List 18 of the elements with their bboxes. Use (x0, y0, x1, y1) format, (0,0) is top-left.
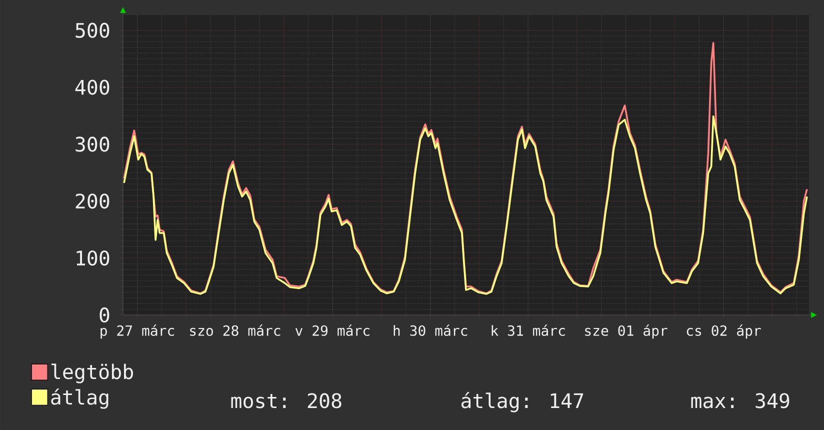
y-tick-label: 300 (76, 136, 110, 152)
x-tick-label: p 27 márc (100, 324, 174, 339)
text: max: 349 (691, 393, 790, 408)
y-tick-label: 200 (76, 194, 110, 209)
y-tick-label: 0 (100, 307, 110, 323)
x-tick-label: cs 02 ápr (686, 324, 761, 339)
x-tick-label: sze 01 ápr (585, 324, 668, 339)
legend-label: átlag (51, 388, 108, 409)
y-tick-label: 100 (76, 250, 110, 266)
x-tick-label: v 29 márc (295, 324, 370, 336)
y-tick-label: 500 (76, 22, 110, 38)
x-tick-label: k 31 márc (492, 324, 565, 336)
legend-label: legtöbb (51, 364, 133, 384)
text: most: 208 (231, 393, 342, 408)
x-tick-label: h 30 márc (394, 324, 468, 336)
text: átlag: 147 (462, 392, 584, 412)
y-tick-label: 400 (75, 80, 110, 95)
x-tick-label: szo 28 márc (190, 324, 280, 336)
